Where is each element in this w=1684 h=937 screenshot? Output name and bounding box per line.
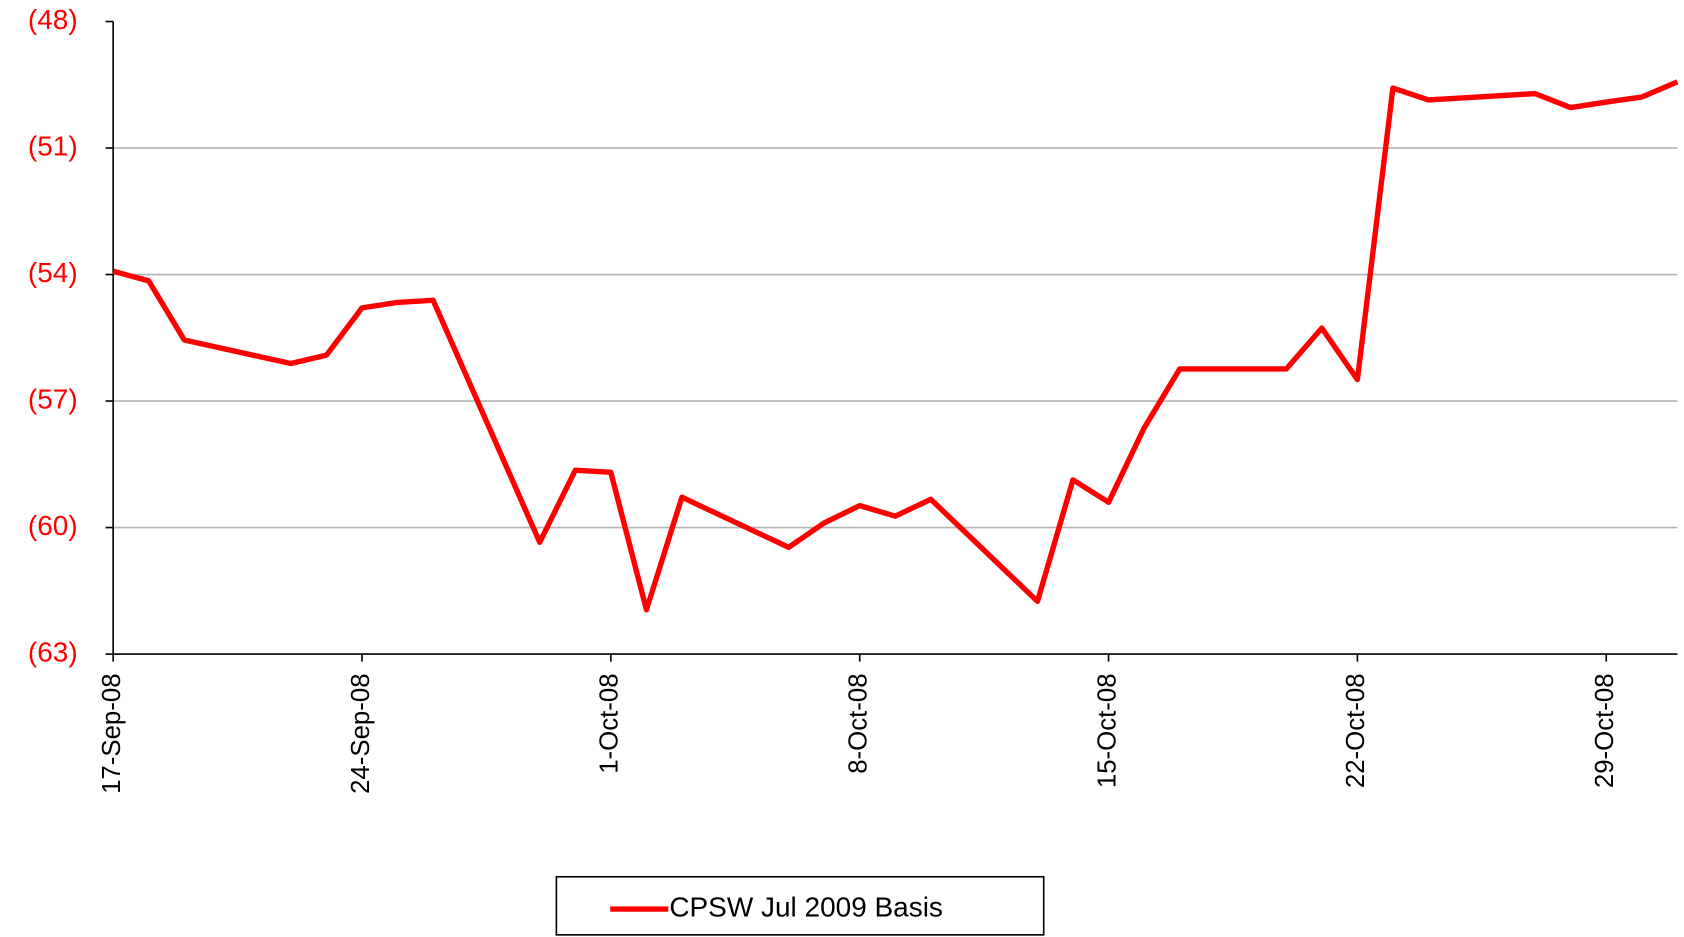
y-tick-label: (63) [28,636,78,667]
data-line [112,79,1679,613]
x-tick-label: 29-Oct-08 [1591,673,1619,788]
y-tick-label: (48) [28,4,78,35]
x-tick-label: 1-Oct-08 [596,673,624,773]
x-tick-label: 8-Oct-08 [845,673,873,773]
y-tick-label: (60) [28,510,78,541]
legend-label: CPSW Jul 2009 Basis [669,891,943,922]
x-tick-label: 24-Sep-08 [347,673,375,793]
y-tick-label: (51) [28,130,78,161]
x-tick-label: 15-Oct-08 [1093,673,1121,788]
y-tick-label: (57) [28,383,78,414]
x-tick-label: 22-Oct-08 [1342,673,1370,788]
legend-box [555,875,1045,936]
y-tick-label: (54) [28,257,78,288]
x-tick-label: 17-Sep-08 [98,673,126,793]
